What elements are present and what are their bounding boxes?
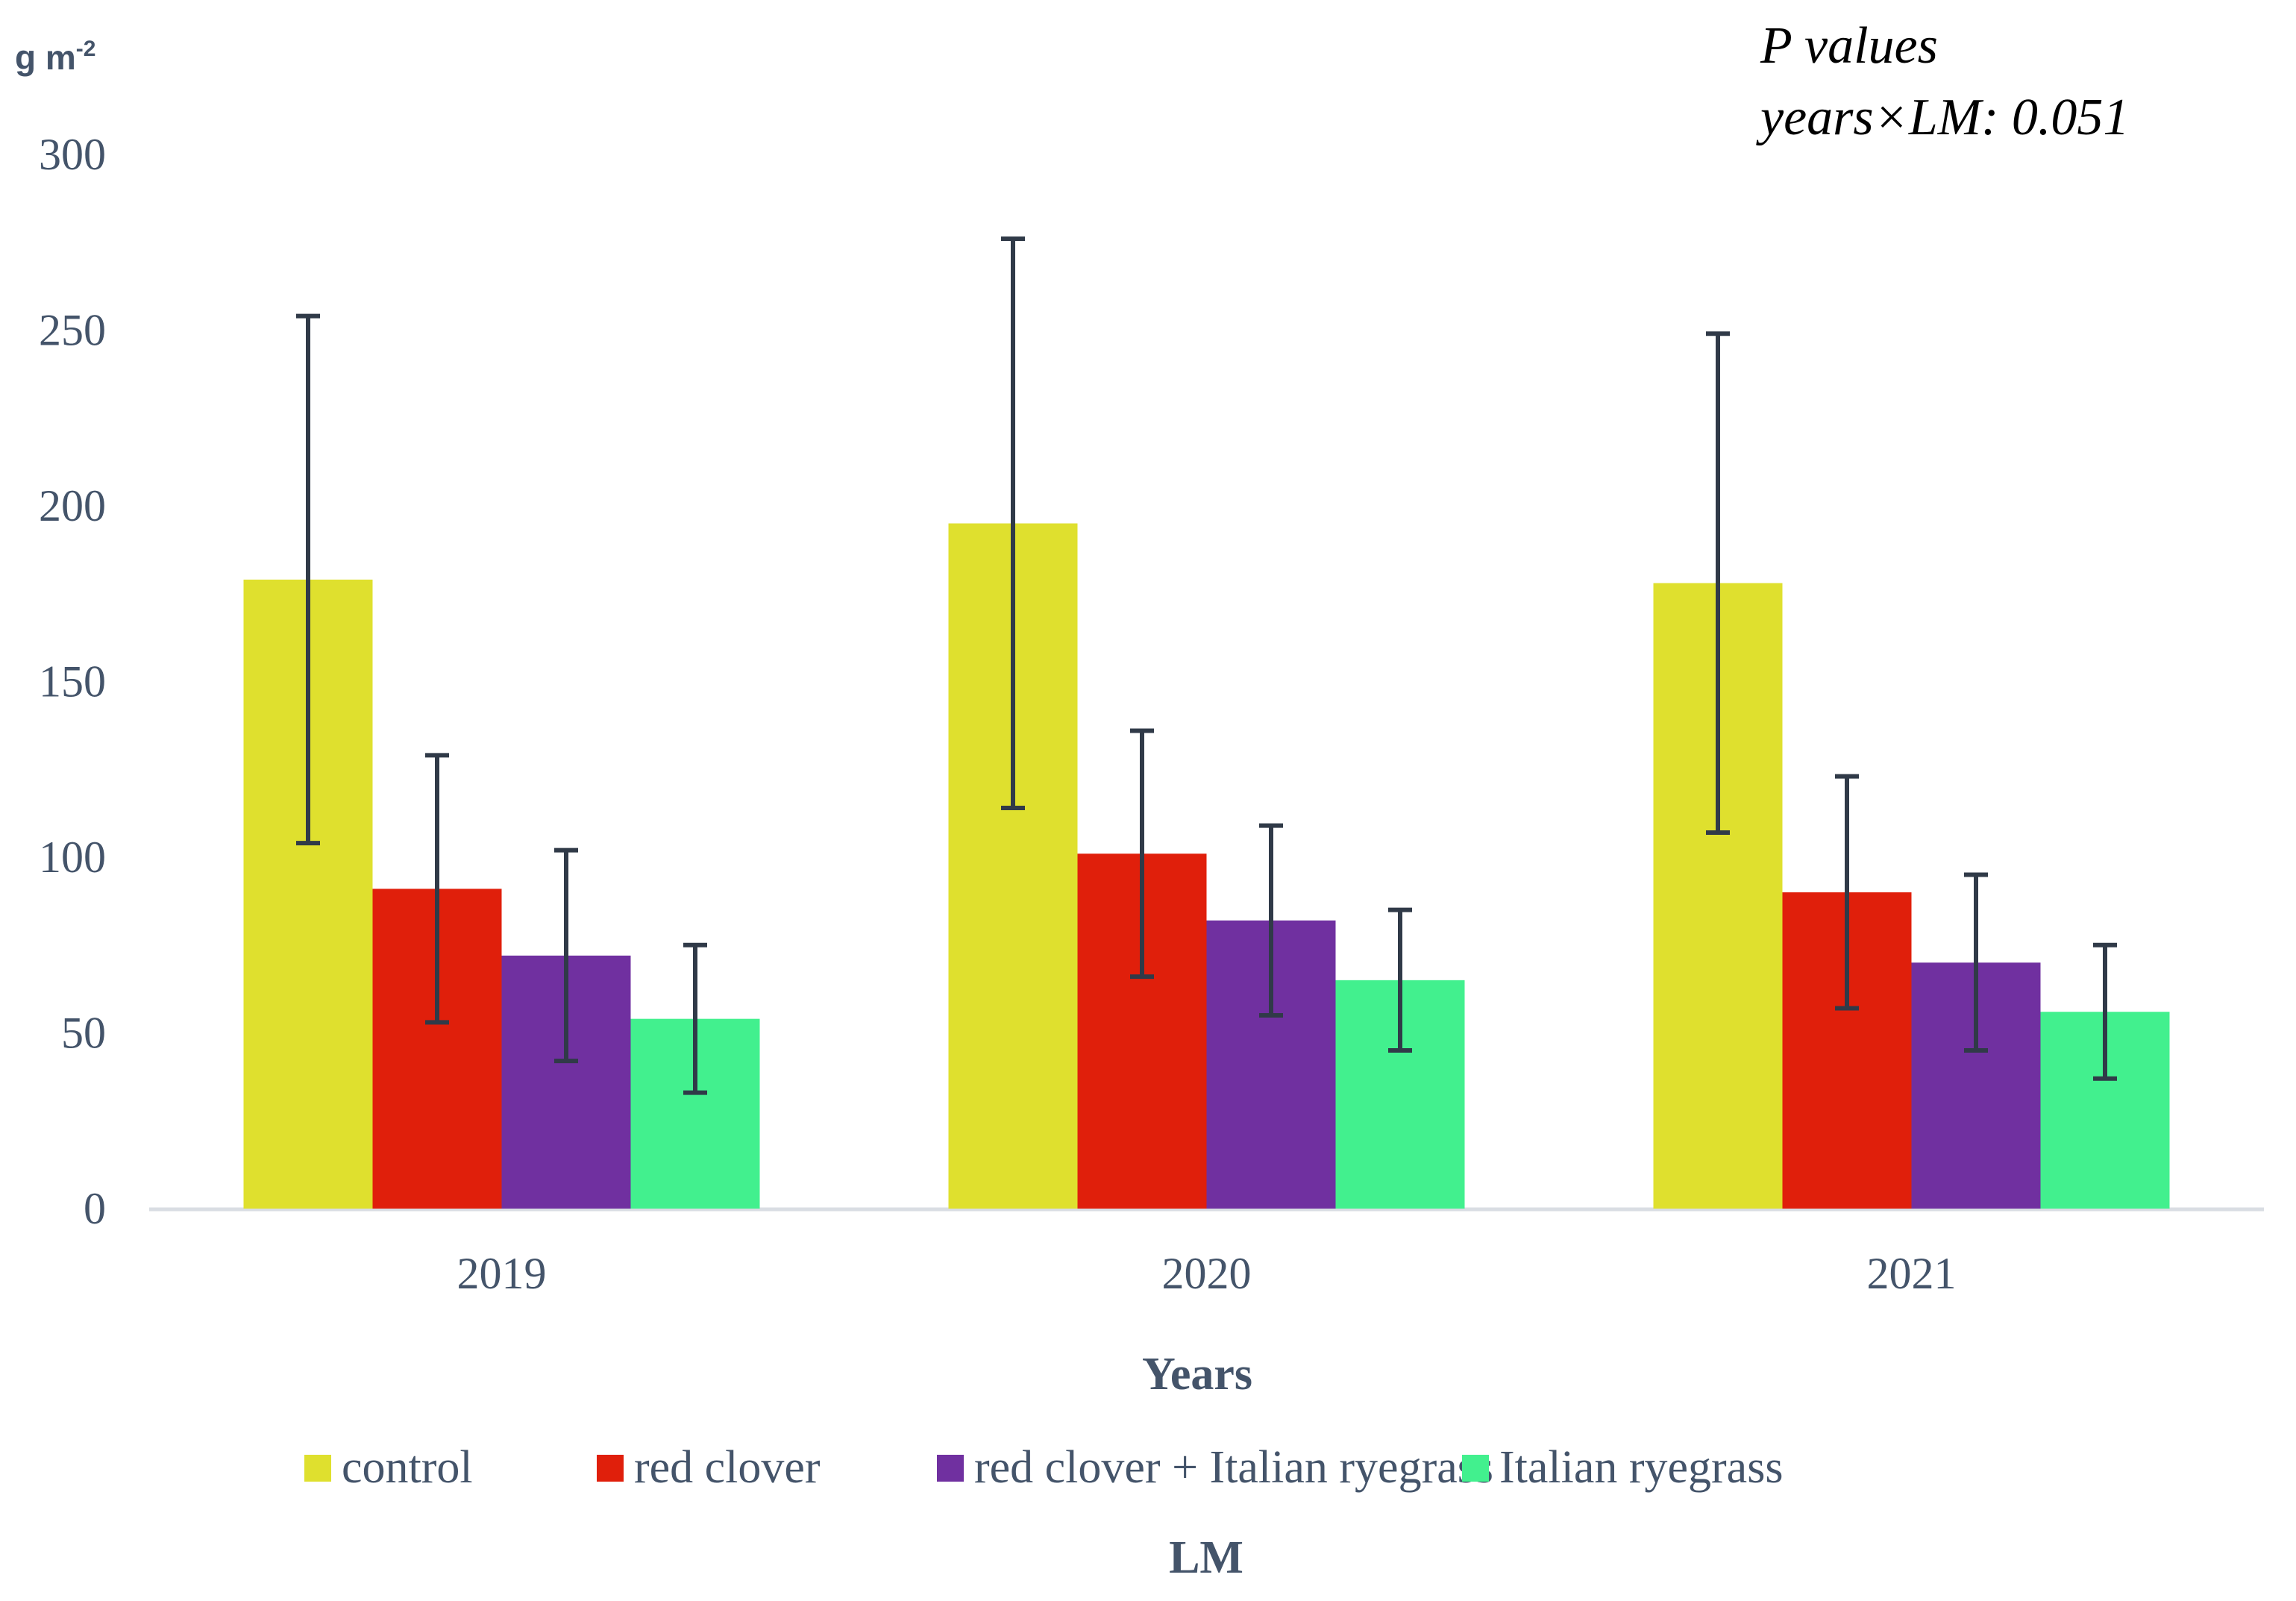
legend-label: Italian ryegrass — [1499, 1442, 1783, 1493]
legend-swatch — [1462, 1455, 1489, 1482]
legend-swatch — [937, 1455, 964, 1482]
legend-label: control — [342, 1442, 473, 1493]
error-bars — [296, 236, 2117, 1095]
error-bar — [2093, 942, 2117, 1081]
legend: control red clover red clover + Italian ry… — [304, 1442, 1783, 1493]
x-tick-label: 2021 — [1867, 1249, 1957, 1298]
legend-swatch — [304, 1455, 331, 1482]
error-bar — [1130, 728, 1154, 980]
legend-item: Italian ryegrass — [1462, 1442, 1783, 1493]
y-tick-label: 50 — [61, 1009, 106, 1058]
y-axis-ticks: 0 50 100 150 200 250 300 — [39, 130, 106, 1233]
bars — [243, 523, 2170, 1209]
x-tick-label: 2020 — [1162, 1249, 1252, 1298]
x-tick-label: 2019 — [457, 1249, 547, 1298]
legend-label: red clover + Italian ryegrass — [974, 1442, 1493, 1493]
error-bar — [1706, 331, 1730, 836]
legend-label: red clover — [634, 1442, 821, 1493]
p-values-heading: P values — [1760, 17, 1938, 75]
y-tick-label: 100 — [39, 833, 106, 882]
error-bar — [1001, 236, 1025, 811]
error-bar — [296, 313, 320, 846]
x-axis-ticks: 2019 2020 2021 — [457, 1249, 1957, 1298]
y-axis-label: g m-2 — [15, 37, 95, 77]
error-bar — [1259, 823, 1283, 1018]
y-tick-label: 150 — [39, 657, 106, 706]
legend-swatch — [597, 1455, 624, 1482]
error-bar — [1964, 872, 1988, 1053]
legend-item: control — [304, 1442, 473, 1493]
error-bar — [1835, 774, 1859, 1011]
legend-item: red clover — [597, 1442, 821, 1493]
error-bar — [683, 942, 707, 1095]
x-axis-title: Years — [1142, 1349, 1252, 1400]
p-value-interaction: years×LM: 0.051 — [1756, 89, 2129, 146]
legend-item: red clover + Italian ryegrass — [937, 1442, 1493, 1493]
y-tick-label: 200 — [39, 481, 106, 530]
y-tick-label: 0 — [84, 1184, 106, 1233]
y-tick-label: 250 — [39, 306, 106, 355]
error-bar — [425, 753, 449, 1025]
legend-title: LM — [1169, 1532, 1243, 1583]
error-bar — [554, 848, 578, 1064]
y-tick-label: 300 — [39, 130, 106, 179]
error-bar — [1388, 907, 1412, 1053]
